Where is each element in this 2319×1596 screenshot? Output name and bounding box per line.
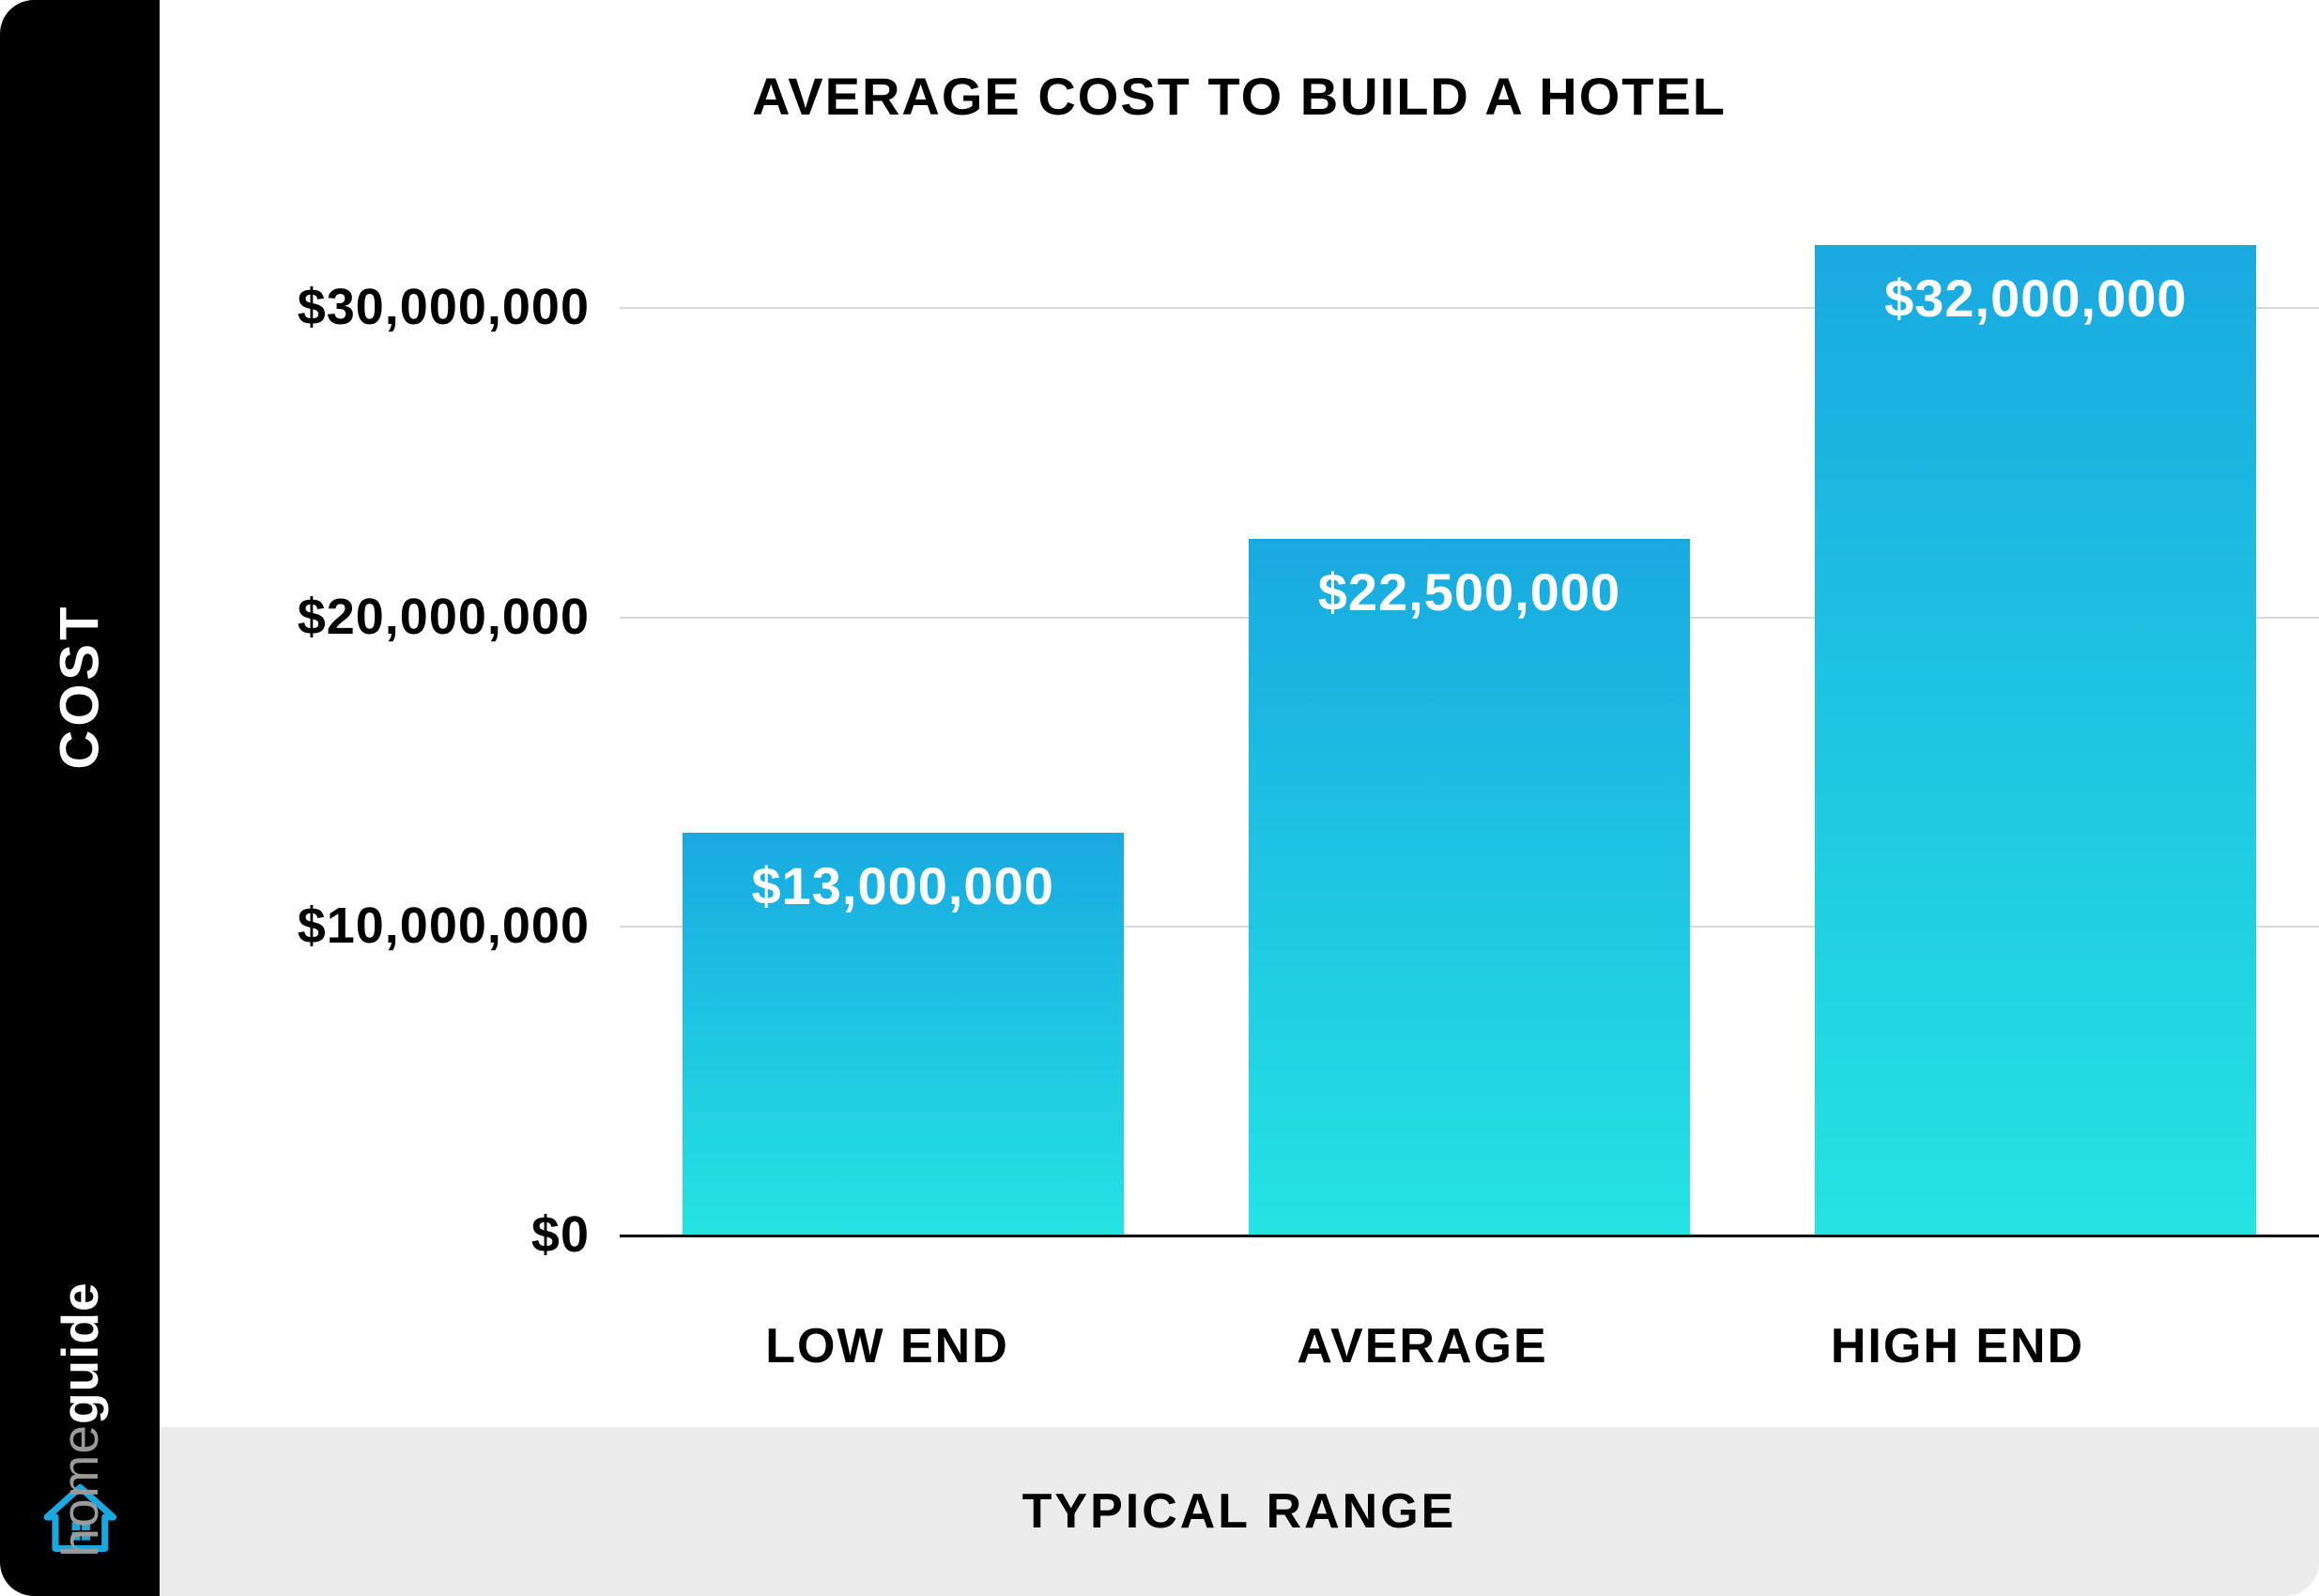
bar-value-label: $22,500,000: [1318, 561, 1620, 622]
main-panel: AVERAGE COST TO BUILD A HOTEL $0 $10,000,…: [160, 0, 2319, 1596]
y-axis-title: COST: [49, 603, 112, 769]
y-tick-label: $0: [531, 1205, 620, 1264]
bars-container: $13,000,000 $22,500,000 $32,000,000: [620, 230, 2319, 1235]
bar: $13,000,000: [683, 833, 1124, 1235]
x-tick-label: AVERAGE: [1202, 1318, 1643, 1374]
gridline: [620, 1235, 2319, 1237]
bar-value-label: $13,000,000: [751, 855, 1053, 916]
bar: $22,500,000: [1249, 539, 1690, 1235]
bar-value-label: $32,000,000: [1884, 268, 2187, 329]
brand-text: homeguide: [50, 1281, 110, 1557]
plot-area: $0$10,000,000$20,000,000$30,000,000$13,0…: [160, 127, 2319, 1277]
x-axis-title: TYPICAL RANGE: [160, 1427, 2319, 1596]
brand-guide: guide: [50, 1281, 110, 1424]
y-tick-label: $20,000,000: [298, 588, 620, 646]
bar: $32,000,000: [1815, 245, 2256, 1235]
x-tick-label: HIGH END: [1737, 1318, 2178, 1374]
x-tick-label: LOW END: [667, 1318, 1108, 1374]
x-axis: LOW END AVERAGE HIGH END: [620, 1277, 2319, 1427]
y-tick-label: $30,000,000: [298, 278, 620, 336]
y-tick-label: $10,000,000: [298, 897, 620, 955]
brand-home: home: [50, 1424, 110, 1558]
chart-title: AVERAGE COST TO BUILD A HOTEL: [160, 0, 2319, 127]
sidebar: COST homeguide: [0, 0, 160, 1596]
chart-frame: COST homeguide AVERAGE COST TO BUILD A H…: [0, 0, 2319, 1596]
